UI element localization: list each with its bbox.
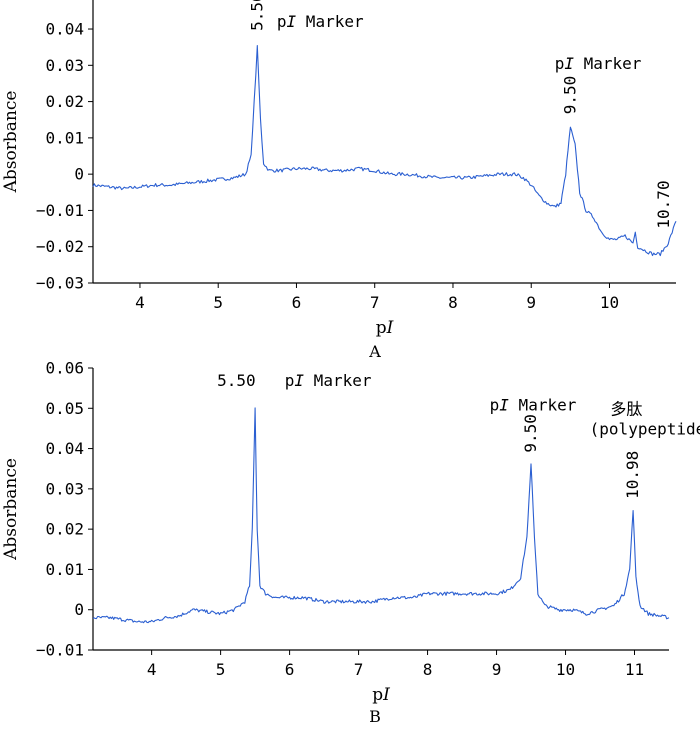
panel-a-x-tick-label: 6 <box>292 293 302 312</box>
panel-a-x-tick-label: 5 <box>213 293 223 312</box>
panel-a-x-tick-label: 9 <box>526 293 536 312</box>
panel-a-y-tick-label: 0 <box>74 165 84 184</box>
panel-b-annotation: pI Marker <box>490 395 577 414</box>
panel-b-x-tick-label: 11 <box>625 660 644 679</box>
panel-a-y-tick-label: 0.02 <box>45 92 84 111</box>
panel-a-annotation: pI Marker <box>277 12 364 31</box>
panel-b-annotation: 5.50 <box>217 371 256 390</box>
panel-a-y-axis-label: Absorbance <box>1 91 21 194</box>
panel-b-y-tick-label: 0.03 <box>45 479 84 498</box>
panel-b-x-tick-label: 4 <box>147 660 157 679</box>
panel-a-y-tick-label: −0.01 <box>36 201 84 220</box>
panel-a-y-tick-label: 0.01 <box>45 128 84 147</box>
panel-a-annotation: 10.70 <box>654 180 673 228</box>
panel-b-annotation: 10.98 <box>623 451 642 499</box>
panel-a-annotation: 9.50 <box>560 76 579 115</box>
panel-a-series-line <box>92 45 677 257</box>
panel-b-y-tick-label: 0.05 <box>45 399 84 418</box>
panel-a-letter: A <box>368 342 381 361</box>
panel-b-chart: −0.01 0 0.01 0.02 0.03 0.04 0.05 0.06 4 5 6 7 8 9 10 11… <box>1 359 700 727</box>
panel-a-x-tick-label: 7 <box>370 293 380 312</box>
panel-b-y-tick-label: 0.02 <box>45 520 84 539</box>
panel-b-x-tick-label: 7 <box>354 660 364 679</box>
panel-b-annotation: 9.50 <box>521 414 540 453</box>
panel-b-x-tick-label: 5 <box>216 660 226 679</box>
panel-a-y-tick-label: 0.03 <box>45 56 84 75</box>
panel-a-annotation: pI Marker <box>555 54 642 73</box>
panel-b-series-line <box>92 407 670 624</box>
panel-b-annotation: pI Marker <box>285 371 372 390</box>
panel-b-annotation: 多肽 <box>610 399 642 418</box>
panel-b-letter: B <box>369 707 381 726</box>
panel-a-x-axis-label: pI <box>376 318 394 338</box>
panel-a-x-tick-label: 4 <box>135 293 145 312</box>
panel-b-y-tick-label: 0 <box>74 600 84 619</box>
panel-a-y-tick-label: −0.03 <box>36 274 84 293</box>
panel-b-x-tick-label: 6 <box>285 660 295 679</box>
panel-b-x-tick-label: 10 <box>556 660 575 679</box>
panel-a-x-tick-label: 8 <box>448 293 458 312</box>
panel-b-x-axis-label: pI <box>372 685 390 705</box>
panel-b-y-tick-label: −0.01 <box>36 641 84 660</box>
panel-b-y-tick-label: 0.01 <box>45 560 84 579</box>
panel-b-annotation: (polypeptide) <box>590 419 700 438</box>
panel-b-y-tick-label: 0.04 <box>45 439 84 458</box>
panel-b-y-axis-label: Absorbance <box>1 458 21 561</box>
panel-b-x-tick-label: 8 <box>423 660 433 679</box>
panel-a-annotation: 5.50 <box>247 0 266 31</box>
panel-a-y-tick-label: 0.04 <box>45 20 84 39</box>
panel-a-y-tick-label: −0.02 <box>36 237 84 256</box>
panel-b-x-tick-label: 9 <box>492 660 502 679</box>
panel-b-y-tick-label: 0.06 <box>45 359 84 378</box>
panel-a-chart: −0.03 −0.02 −0.01 0 0.01 0.02 0.03 0.04 4 5 6 7 8 9 10… <box>1 0 677 361</box>
panel-a-x-tick-label: 10 <box>600 293 619 312</box>
